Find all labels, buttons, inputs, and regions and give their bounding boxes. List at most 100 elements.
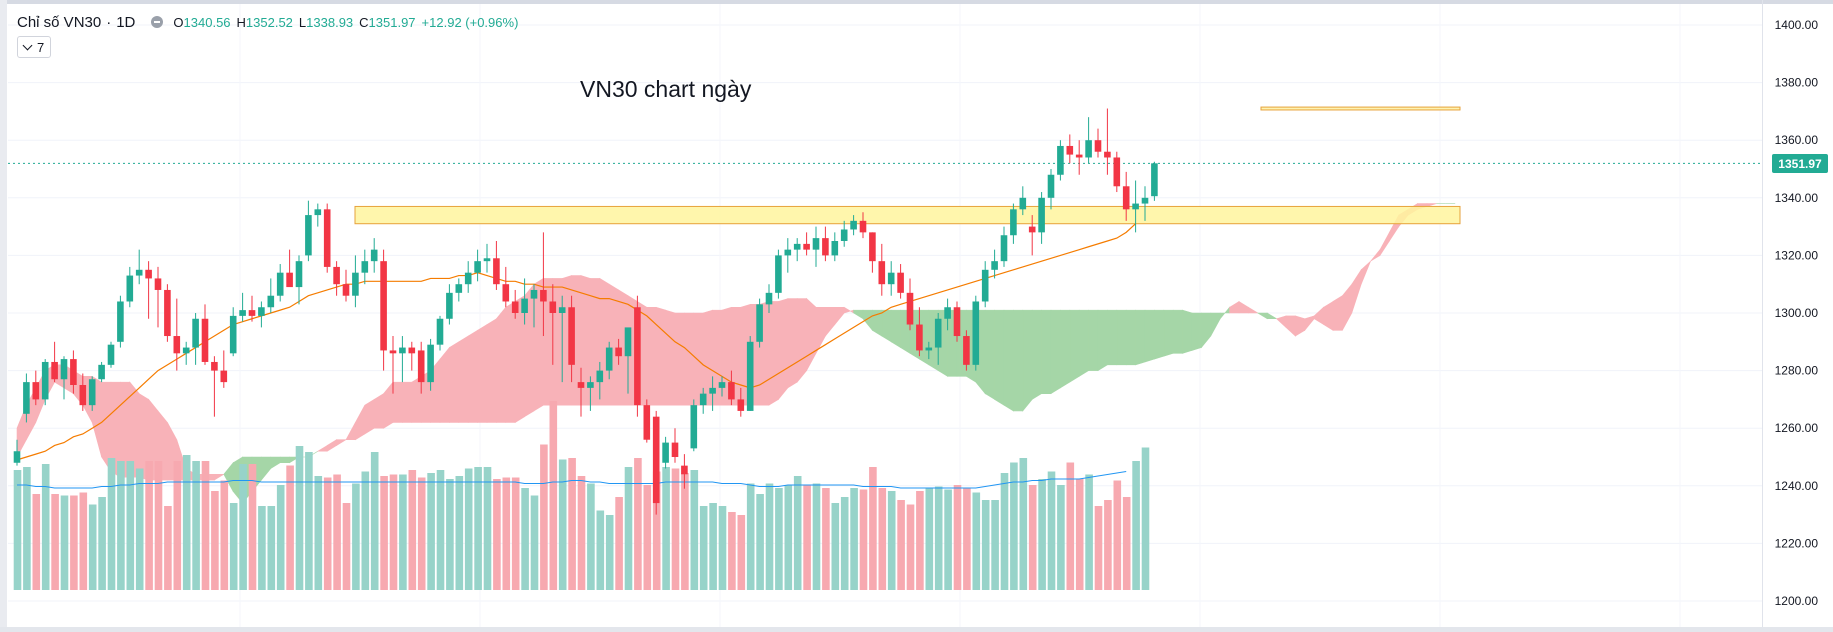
- candlestick: [587, 376, 594, 411]
- candle-body: [558, 307, 566, 313]
- volume-bar: [1085, 474, 1093, 590]
- resistance-zone: [354, 205, 1461, 225]
- candlestick: [530, 284, 538, 328]
- cloud-segment: [1285, 315, 1296, 337]
- candle-body: [709, 387, 716, 394]
- volume-bar: [803, 485, 811, 590]
- candlestick: [323, 203, 331, 273]
- candlestick: [1057, 140, 1064, 181]
- volume-bar: [126, 461, 135, 590]
- volume-bar: [182, 455, 191, 590]
- candle-body: [70, 359, 77, 385]
- candle-body: [944, 307, 951, 319]
- cloud-segment: [796, 298, 807, 383]
- cloud-segment: [608, 283, 619, 406]
- volume-bar: [51, 494, 59, 590]
- volume-bar: [643, 485, 652, 590]
- cloud-segment: [326, 439, 337, 452]
- cloud-segment: [1078, 309, 1089, 377]
- cloud-segment: [1191, 312, 1202, 351]
- volume-bar: [850, 488, 858, 590]
- candlestick: [135, 249, 143, 285]
- candle-body: [455, 284, 463, 293]
- candle-body: [323, 209, 331, 267]
- volume-bar: [1094, 506, 1103, 590]
- volume-bar: [399, 474, 407, 590]
- cloud-segment: [1295, 315, 1306, 337]
- candlestick: [662, 436, 669, 469]
- candlestick: [427, 338, 434, 391]
- candle-body: [13, 451, 21, 463]
- volume-bar: [474, 467, 482, 590]
- candlestick: [859, 212, 867, 239]
- volume-bar: [840, 497, 849, 590]
- volume-bar: [822, 488, 830, 590]
- volume-bars: [13, 401, 1150, 590]
- candlestick: [869, 232, 876, 273]
- volume-bar: [342, 503, 351, 590]
- candle-body: [154, 278, 162, 290]
- cloud-segment: [1248, 306, 1259, 314]
- cloud-segment: [1182, 309, 1193, 354]
- candle-body: [1113, 157, 1121, 187]
- volume-bar: [1010, 462, 1018, 590]
- candlestick: [577, 367, 585, 417]
- cloud-segment: [1050, 309, 1061, 395]
- volume-bar: [333, 474, 341, 590]
- candle-body: [145, 269, 152, 279]
- candle-body: [897, 272, 904, 293]
- candle-body: [305, 215, 312, 256]
- visibility-icon[interactable]: [151, 16, 164, 28]
- volume-bar: [878, 488, 887, 590]
- indicators-toggle-button[interactable]: 7: [17, 36, 52, 58]
- volume-bar: [211, 491, 219, 590]
- cloud-segment: [684, 312, 695, 406]
- cloud-segment: [806, 297, 817, 371]
- candlestick: [991, 249, 998, 279]
- candlestick: [474, 249, 481, 282]
- volume-bar: [408, 470, 417, 590]
- volume-bar: [775, 488, 783, 590]
- interval-label[interactable]: 1D: [116, 13, 136, 31]
- candle-body: [380, 261, 387, 351]
- cloud-segment: [402, 381, 413, 423]
- cloud-segment: [1219, 306, 1230, 320]
- candle-body: [869, 232, 876, 262]
- symbol-name[interactable]: Chỉ số VN30: [17, 13, 102, 31]
- cloud-segment: [1276, 315, 1287, 329]
- candlestick: [793, 238, 801, 262]
- candle-body: [793, 243, 801, 250]
- volume-bar: [549, 401, 558, 590]
- candle-body: [850, 220, 857, 230]
- candlestick: [615, 338, 622, 365]
- candlestick: [558, 295, 566, 383]
- volume-bar: [1047, 471, 1056, 590]
- cloud-segment: [214, 473, 225, 481]
- candle-body: [577, 382, 585, 388]
- volume-bar: [164, 506, 172, 590]
- volume-bar: [145, 461, 153, 590]
- cloud-segment: [655, 306, 666, 406]
- candle-body: [1019, 197, 1027, 210]
- candlestick: [248, 295, 256, 322]
- cloud-segment: [383, 381, 394, 429]
- volume-bar: [577, 476, 586, 590]
- volume-bar: [521, 488, 529, 590]
- cloud-segment: [1256, 312, 1268, 320]
- candlestick: [211, 356, 218, 417]
- volume-ma-line: [17, 471, 1127, 489]
- volume-bar: [295, 446, 304, 590]
- volume-bar: [887, 491, 896, 590]
- volume-bar: [154, 461, 163, 590]
- candle-body: [587, 382, 594, 388]
- candle-body: [652, 416, 660, 504]
- candle-body: [615, 347, 622, 357]
- cloud-segment: [449, 341, 460, 423]
- candlestick: [23, 373, 30, 423]
- candle-body: [258, 307, 265, 316]
- cloud-segment: [1304, 315, 1315, 332]
- volume-bar: [944, 489, 952, 590]
- candlestick: [370, 238, 378, 273]
- price-tick-label: 1260.00: [1775, 421, 1819, 435]
